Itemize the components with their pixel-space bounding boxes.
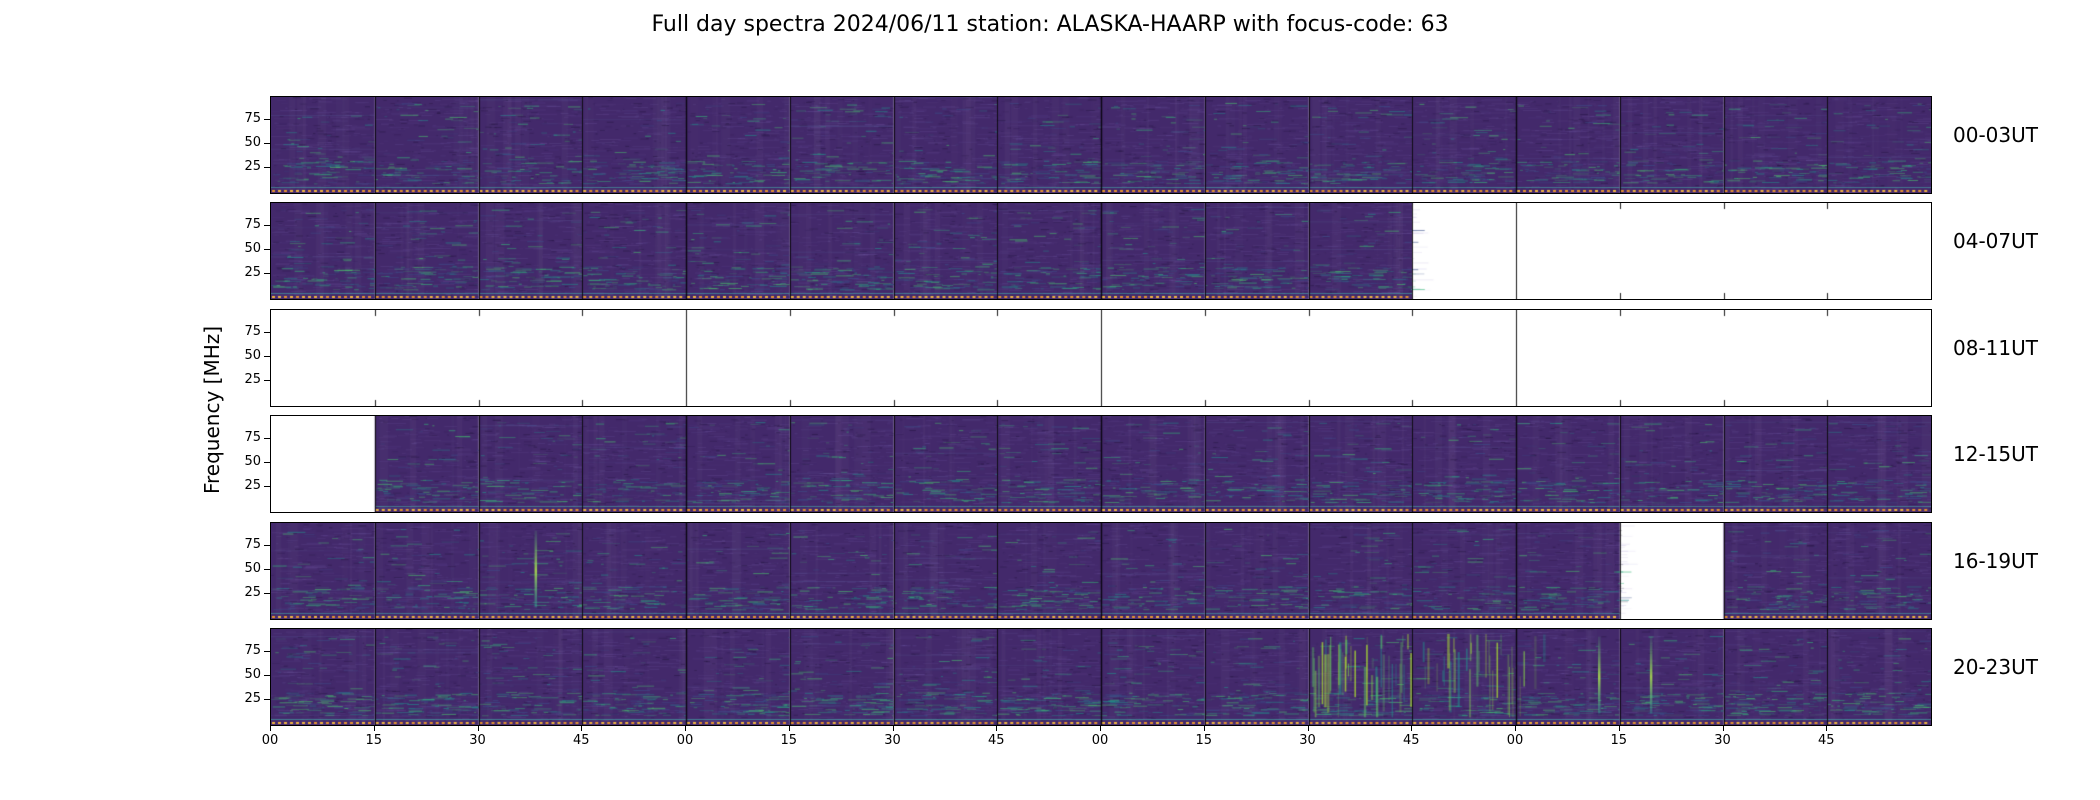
y-tick-label: 50 [244,454,261,470]
x-tick-label: 45 [572,733,590,748]
x-tick-mark [1826,726,1828,731]
spectrogram-canvas [271,203,1931,299]
x-tick-label: 30 [1714,733,1731,748]
row-period-label: 00-03UT [1953,123,2038,148]
y-tick-label: 25 [244,372,261,388]
y-tick-label: 50 [244,241,261,257]
y-tick-mark [264,486,270,488]
y-tick-mark [264,167,270,169]
y-tick-mark [264,593,270,595]
x-tick-label: 30 [884,733,901,748]
y-tick-label: 75 [244,643,261,659]
y-tick-label: 25 [244,159,261,175]
row-period-label: 12-15UT [1953,442,2038,467]
x-tick-label: 15 [1195,733,1213,748]
x-tick-label: 30 [1299,733,1316,748]
y-tick-mark [264,249,270,251]
y-tick-mark [264,119,270,121]
x-tick-label: 45 [1817,733,1835,748]
x-tick-mark [1307,726,1309,731]
y-tick-mark [264,225,270,227]
x-tick-mark [685,726,686,731]
x-tick-label: 15 [1610,733,1628,748]
spectrogram-canvas [271,523,1931,619]
spectra-row-08-11: 08-11UT 75 50 25 [244,309,2038,407]
spectrogram-canvas [271,97,1931,193]
x-tick-mark [477,726,479,731]
row-period-label: 16-19UT [1953,549,2038,574]
x-tick-label: 45 [1402,733,1420,748]
x-tick-mark [1722,726,1724,731]
x-tick-label: 15 [780,733,798,748]
x-tick-mark [788,726,790,731]
y-tick-label: 75 [244,430,261,446]
spectrogram-canvas [271,416,1931,512]
y-tick-mark [264,569,270,571]
x-tick-mark [581,726,583,731]
x-tick-label: 45 [987,733,1005,748]
spectra-row-04-07: 04-07UT 75 50 25 [244,202,2038,300]
row-period-label: 08-11UT [1953,336,2038,361]
x-tick-label: 00 [261,733,279,748]
spectra-row-16-19: 16-19UT 75 50 25 [244,522,2038,620]
y-tick-label: 50 [244,135,261,151]
y-tick-mark [264,356,270,358]
x-tick-label: 00 [1091,733,1109,748]
y-tick-mark [264,545,270,547]
y-tick-label: 75 [244,324,261,340]
x-tick-label: 15 [365,733,383,748]
y-tick-label: 25 [244,265,261,281]
y-tick-label: 25 [244,691,261,707]
y-tick-mark [264,332,270,334]
y-tick-mark [264,380,270,382]
x-tick-mark [1203,726,1205,731]
x-tick-mark [1411,726,1413,731]
y-tick-label: 50 [244,561,261,577]
x-tick-label: 00 [1506,733,1524,748]
y-tick-label: 75 [244,217,261,233]
y-tick-mark [264,462,270,464]
x-tick-label: 00 [676,733,694,748]
y-tick-mark [264,651,270,653]
x-tick-mark [1618,726,1620,731]
spectrogram-canvas [271,629,1931,725]
y-tick-mark [264,438,270,440]
spectra-row-00-03: 00-03UT 75 50 25 [244,96,2038,194]
spectrogram-canvas [271,310,1931,406]
x-tick-mark [892,726,894,731]
spectra-row-20-23: 20-23UT 75 50 25 [244,628,2038,726]
y-axis-label: Frequency [MHz] [200,325,224,495]
y-tick-label: 50 [244,667,261,683]
figure-title: Full day spectra 2024/06/11 station: ALA… [651,12,1449,37]
x-tick-mark [996,726,998,731]
y-tick-label: 75 [244,111,261,127]
x-tick-label: 30 [469,733,486,748]
spectra-row-12-15: 12-15UT 75 50 25 [244,415,2038,513]
y-tick-label: 25 [244,585,261,601]
y-tick-mark [264,143,270,145]
y-tick-mark [264,699,270,701]
row-period-label: 04-07UT [1953,229,2038,254]
y-tick-label: 25 [244,478,261,494]
x-tick-mark [1100,726,1101,731]
y-tick-label: 75 [244,537,261,553]
y-tick-mark [264,675,270,677]
y-tick-mark [264,273,270,275]
y-tick-label: 50 [244,348,261,364]
x-tick-mark [1515,726,1516,731]
row-period-label: 20-23UT [1953,655,2038,680]
x-tick-mark [270,726,271,731]
x-tick-mark [373,726,375,731]
